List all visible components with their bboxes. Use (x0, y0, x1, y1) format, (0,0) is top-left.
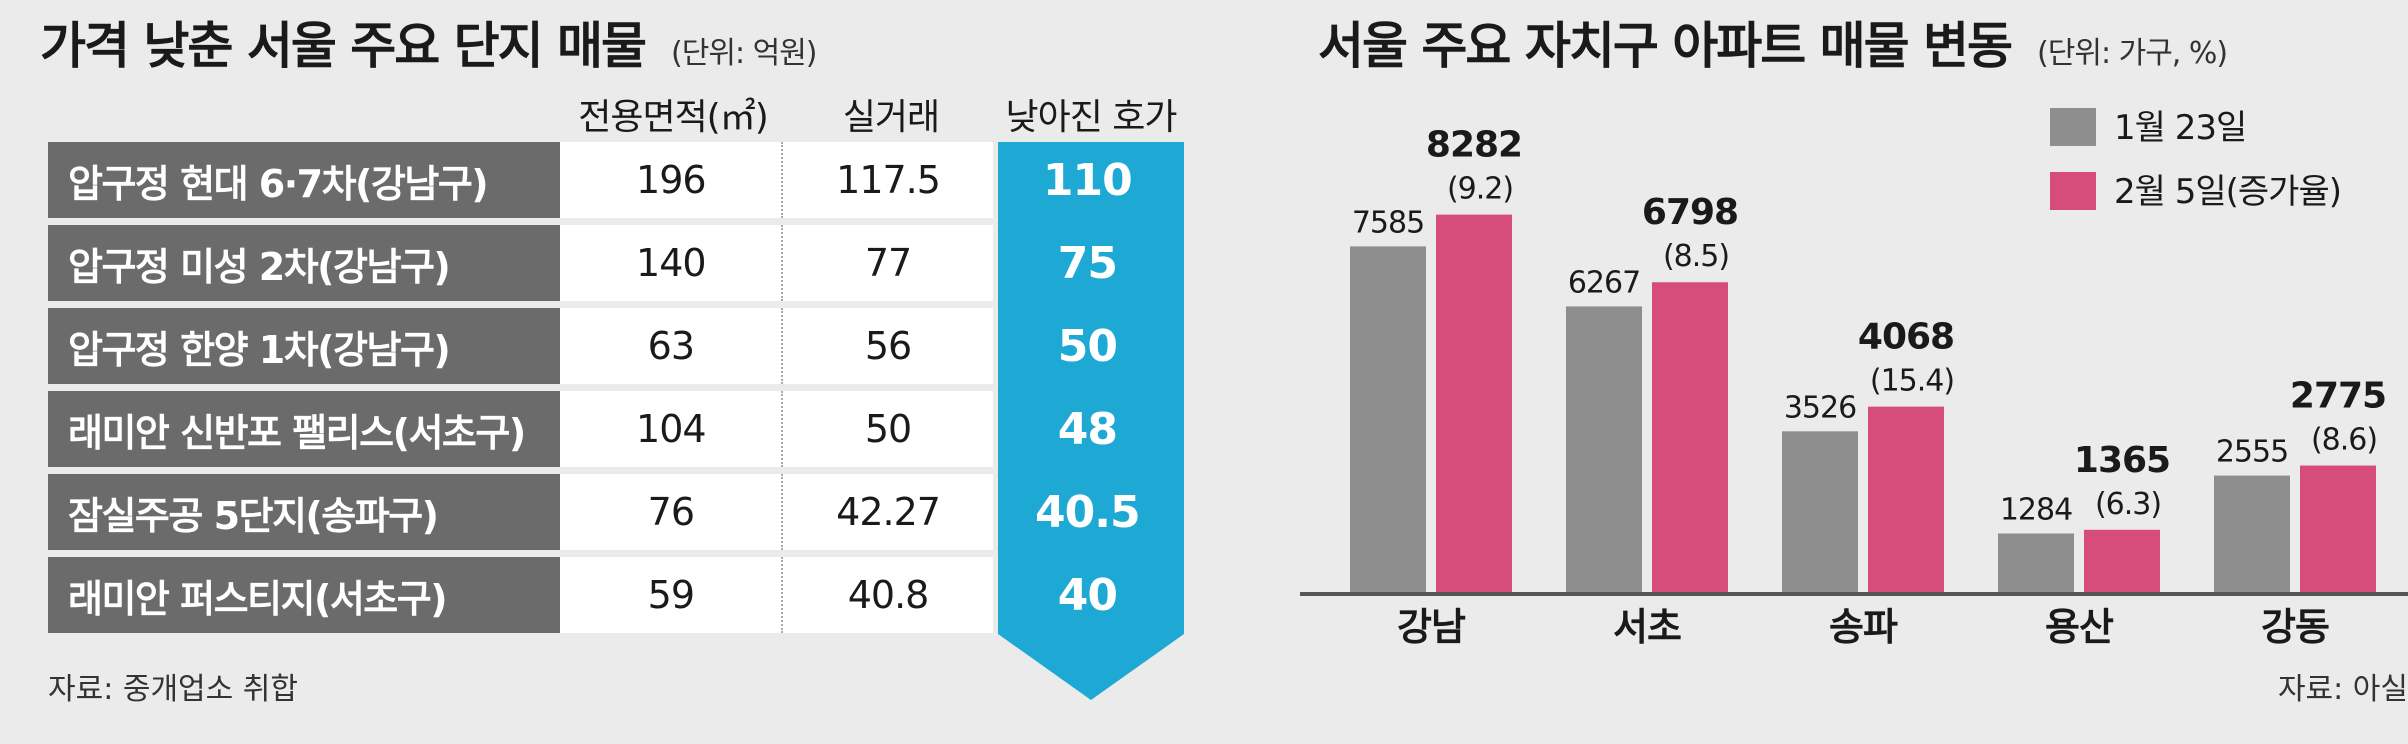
left-unit: (단위: 억원) (671, 36, 817, 71)
bar-feb5 (1868, 406, 1944, 592)
legend-label: 2월 5일(증가율) (2114, 172, 2341, 212)
right-source: 자료: 아실 (2277, 672, 2408, 707)
drop-arrow-background (998, 142, 1184, 700)
bar-jan23 (1782, 431, 1858, 592)
deal-value: 56 (783, 308, 993, 384)
right-unit: (단위: 가구, %) (2037, 36, 2228, 71)
category-tick-label: 송파 (1829, 605, 1898, 649)
value-label-feb5: 4068 (1858, 317, 1954, 358)
right-panel: 서울 주요 자치구 아파트 매물 변동 (단위: 가구, %) 7585 8282… (1300, 0, 2408, 744)
x-axis-line (1300, 592, 2408, 596)
table-row: 래미안 퍼스티지(서초구) 59 40.8 40 (48, 557, 1180, 633)
category-tick-label: 용산 (2045, 605, 2114, 649)
bar-jan23 (1566, 306, 1642, 592)
table-row: 압구정 미성 2차(강남구) 140 77 75 (48, 225, 1180, 301)
drop-value: 75 (1057, 237, 1118, 289)
growth-label: (8.6) (2311, 423, 2377, 458)
complex-name: 압구정 현대 6·7차(강남구) (48, 142, 561, 218)
bar-feb5 (1652, 282, 1728, 592)
header-area: 전용면적(㎡) (578, 97, 769, 138)
value-label-jan23: 1284 (2000, 492, 2072, 527)
deal-value: 117.5 (783, 142, 993, 218)
category-tick-label: 강남 (1397, 605, 1466, 649)
deal-value: 50 (783, 391, 993, 467)
area-value: 63 (560, 308, 784, 384)
growth-label: (15.4) (1870, 364, 1954, 399)
table-row: 잠실주공 5단지(송파구) 76 42.27 40.5 (48, 474, 1180, 550)
bar-feb5 (2084, 529, 2160, 592)
table-row: 래미안 신반포 팰리스(서초구) 104 50 48 (48, 391, 1180, 467)
value-label-feb5: 8282 (1426, 125, 1522, 166)
price-table: 압구정 현대 6·7차(강남구) 196 117.5 110 압구정 미성 2차(강남구… (48, 142, 1180, 640)
left-title: 가격 낮춘 서울 주요 단지 매물 (40, 17, 647, 75)
drop-value: 110 (1042, 154, 1133, 206)
bar-feb5 (2300, 465, 2376, 592)
legend-label: 1월 23일 (2114, 108, 2246, 148)
bar-jan23 (1350, 246, 1426, 593)
value-label-jan23: 2555 (2216, 435, 2288, 470)
left-panel: 가격 낮춘 서울 주요 단지 매물 (단위: 억원) 전용면적(㎡) 실거래 낮… (40, 6, 1184, 707)
value-label-feb5: 6798 (1642, 192, 1738, 233)
deal-value: 77 (783, 225, 993, 301)
area-value: 76 (560, 474, 784, 550)
category-tick-label: 강동 (2261, 605, 2329, 649)
value-label-feb5: 2775 (2290, 376, 2386, 417)
legend-swatch (2050, 108, 2096, 146)
bar-jan23 (1998, 533, 2074, 592)
drop-value: 40.5 (1035, 486, 1141, 538)
area-value: 104 (560, 391, 784, 467)
left-title-row: 가격 낮춘 서울 주요 단지 매물 (단위: 억원) (40, 6, 818, 78)
complex-name: 잠실주공 5단지(송파구) (48, 474, 561, 550)
growth-label: (6.3) (2095, 487, 2161, 522)
header-deal: 실거래 (842, 97, 940, 138)
value-label-jan23: 3526 (1784, 390, 1856, 425)
area-value: 196 (560, 142, 784, 218)
area-value: 140 (560, 225, 784, 301)
complex-name: 래미안 신반포 팰리스(서초구) (48, 391, 561, 467)
value-label-jan23: 6267 (1568, 265, 1640, 300)
complex-name: 래미안 퍼스티지(서초구) (48, 557, 561, 633)
growth-label: (9.2) (1447, 172, 1513, 207)
area-value: 59 (560, 557, 784, 633)
value-label-feb5: 1365 (2074, 440, 2170, 481)
right-title-row: 서울 주요 자치구 아파트 매물 변동 (단위: 가구, %) (1318, 6, 2228, 78)
table-row: 압구정 한양 1차(강남구) 63 56 50 (48, 308, 1180, 384)
bar-jan23 (2214, 475, 2290, 592)
header-drop: 낮아진 호가 (1005, 97, 1177, 138)
legend-swatch (2050, 172, 2096, 210)
growth-label: (8.5) (1663, 239, 1729, 274)
table-row: 압구정 현대 6·7차(강남구) 196 117.5 110 (48, 142, 1180, 218)
left-source: 자료: 중개업소 취합 (48, 672, 298, 707)
deal-value: 40.8 (783, 557, 993, 633)
drop-value: 48 (1057, 403, 1118, 455)
complex-name: 압구정 한양 1차(강남구) (48, 308, 561, 384)
value-label-jan23: 7585 (1352, 205, 1424, 240)
right-title: 서울 주요 자치구 아파트 매물 변동 (1318, 17, 2013, 75)
deal-value: 42.27 (783, 474, 993, 550)
drop-value: 40 (1057, 569, 1118, 621)
bar-feb5 (1436, 214, 1512, 592)
category-tick-label: 서초 (1613, 605, 1681, 649)
complex-name: 압구정 미성 2차(강남구) (48, 225, 561, 301)
drop-value: 50 (1057, 320, 1118, 372)
